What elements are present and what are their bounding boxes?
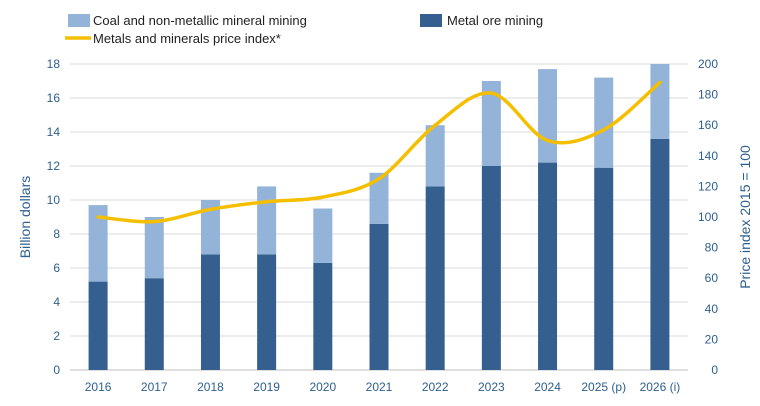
bar-series-group xyxy=(88,64,670,370)
bar-metal-ore xyxy=(425,186,445,370)
left-tick-label: 6 xyxy=(53,261,60,275)
bar-coal-non-metallic xyxy=(594,77,614,168)
bar-coal-non-metallic xyxy=(369,172,389,224)
right-tick-label: 120 xyxy=(698,179,718,193)
bar-coal-non-metallic xyxy=(88,205,108,282)
bar-coal-non-metallic xyxy=(425,125,445,187)
left-tick-label: 2 xyxy=(53,329,60,343)
bar-coal-non-metallic xyxy=(257,186,277,255)
bar-metal-ore xyxy=(200,254,220,370)
category-tick-label: 2023 xyxy=(478,380,505,394)
left-tick-label: 16 xyxy=(47,91,61,105)
bar-metal-ore xyxy=(257,254,277,370)
legend-label-price-index: Metals and minerals price index* xyxy=(93,31,281,46)
right-tick-label: 180 xyxy=(698,88,718,102)
legend: Coal and non-metallic mineral mining Met… xyxy=(65,13,543,46)
legend-label-metal-ore: Metal ore mining xyxy=(447,13,543,28)
left-tick-label: 18 xyxy=(47,57,61,71)
bar-coal-non-metallic xyxy=(313,208,333,263)
category-tick-label: 2021 xyxy=(366,380,393,394)
bar-metal-ore xyxy=(650,138,670,370)
right-tick-label: 80 xyxy=(705,241,719,255)
left-tick-label: 4 xyxy=(53,295,60,309)
category-tick-label: 2022 xyxy=(422,380,449,394)
right-tick-label: 40 xyxy=(705,302,719,316)
bar-metal-ore xyxy=(369,223,389,370)
legend-swatch-coal xyxy=(68,14,90,27)
bar-coal-non-metallic xyxy=(481,81,501,166)
left-axis-ticks: 0 2 4 6 8 10 12 14 16 18 xyxy=(47,57,61,377)
bar-metal-ore xyxy=(144,278,164,370)
left-tick-label: 12 xyxy=(47,159,61,173)
bar-metal-ore xyxy=(538,162,558,370)
category-axis-ticks: 2016 2017 2018 2019 2020 2021 2022 2023 2024 2025… xyxy=(85,380,681,394)
right-tick-label: 200 xyxy=(698,57,718,71)
right-tick-label: 60 xyxy=(705,271,719,285)
right-tick-label: 160 xyxy=(698,118,718,132)
bar-coal-non-metallic xyxy=(200,200,220,255)
category-tick-label: 2024 xyxy=(534,380,561,394)
left-tick-label: 14 xyxy=(47,125,61,139)
category-tick-label: 2017 xyxy=(141,380,168,394)
bar-coal-non-metallic xyxy=(650,64,670,139)
left-axis-title: Billion dollars xyxy=(17,176,33,258)
left-tick-label: 0 xyxy=(53,363,60,377)
legend-swatch-metal-ore xyxy=(420,14,442,27)
category-tick-label: 2025 (p) xyxy=(581,380,626,394)
bar-coal-non-metallic xyxy=(538,69,558,163)
category-tick-label: 2018 xyxy=(197,380,224,394)
legend-item-coal: Coal and non-metallic mineral mining xyxy=(68,13,307,28)
category-tick-label: 2020 xyxy=(309,380,336,394)
category-tick-label: 2019 xyxy=(253,380,280,394)
right-axis-title: Price index 2015 = 100 xyxy=(737,145,753,289)
bar-metal-ore xyxy=(481,166,501,370)
left-tick-label: 8 xyxy=(53,227,60,241)
bar-metal-ore xyxy=(594,167,614,370)
category-tick-label: 2026 (i) xyxy=(640,380,681,394)
legend-item-metal-ore: Metal ore mining xyxy=(420,13,543,28)
right-tick-label: 0 xyxy=(711,363,718,377)
legend-item-price-index: Metals and minerals price index* xyxy=(65,31,281,46)
right-tick-label: 100 xyxy=(698,210,718,224)
right-tick-label: 140 xyxy=(698,149,718,163)
line-price-index xyxy=(96,80,662,224)
bar-metal-ore xyxy=(88,281,108,370)
line-series-group xyxy=(96,80,662,224)
bar-coal-non-metallic xyxy=(144,217,164,279)
bar-metal-ore xyxy=(313,262,333,370)
right-axis-ticks: 0 20 40 60 80 100 120 140 160 180 200 xyxy=(698,57,718,377)
category-tick-label: 2016 xyxy=(85,380,112,394)
legend-label-coal: Coal and non-metallic mineral mining xyxy=(93,13,307,28)
left-tick-label: 10 xyxy=(47,193,61,207)
right-tick-label: 20 xyxy=(705,332,719,346)
